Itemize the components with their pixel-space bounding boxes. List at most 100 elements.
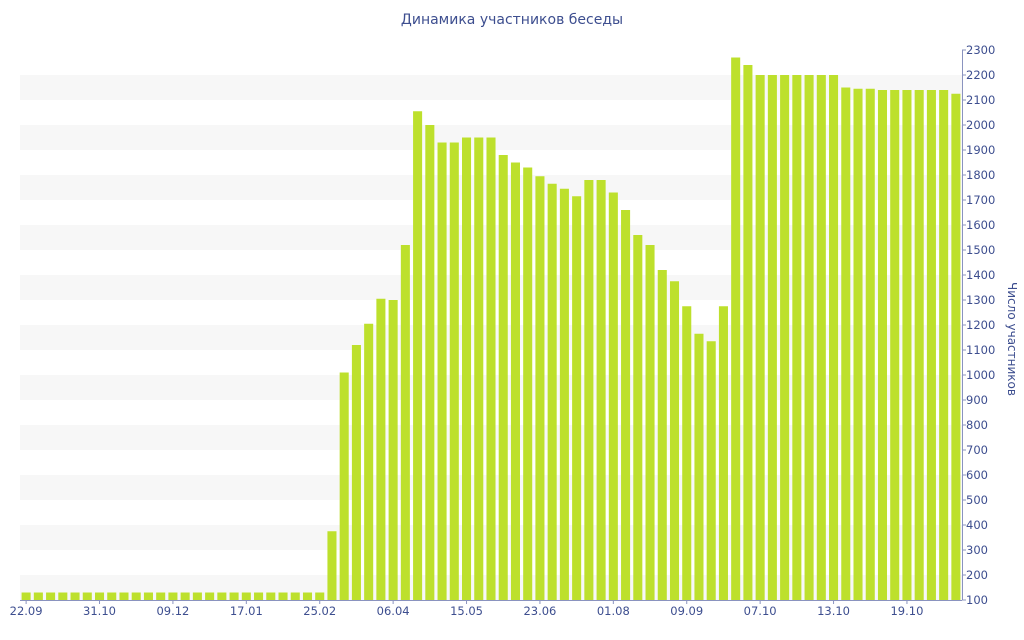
bar: [767, 75, 777, 600]
bar: [315, 592, 325, 600]
bar: [926, 90, 936, 600]
x-tick-label: 22.09: [10, 604, 43, 618]
y-tick-label: 1900: [966, 143, 995, 157]
bar-series: [21, 57, 961, 600]
bar: [107, 592, 117, 600]
x-tick-label: 09.12: [156, 604, 189, 618]
bar: [339, 372, 349, 600]
y-tick-label: 1600: [966, 218, 995, 232]
bar: [951, 93, 961, 600]
y-tick-label: 100: [966, 593, 988, 607]
bar: [633, 235, 643, 600]
bar: [645, 245, 655, 600]
bar: [829, 75, 839, 600]
bar: [474, 137, 484, 600]
y-tick-label: 800: [966, 418, 988, 432]
x-axis-ticks: 22.09 31.10 09.12 17.01 25.02 06.04 15.05 23.06…: [10, 600, 923, 618]
bar: [621, 210, 631, 600]
bar: [82, 592, 92, 600]
bar: [364, 323, 374, 600]
bar: [327, 531, 337, 600]
x-tick-label: 25.02: [303, 604, 336, 618]
y-tick-label: 2000: [966, 118, 995, 132]
bar: [266, 592, 276, 600]
y-tick-label: 2200: [966, 68, 995, 82]
bar: [168, 592, 178, 600]
y-tick-label: 500: [966, 493, 988, 507]
chart-title: Динамика участников беседы: [400, 12, 624, 28]
bar: [816, 75, 826, 600]
y-tick-label: 2300: [966, 43, 995, 57]
bar: [706, 341, 716, 600]
bar: [572, 196, 582, 600]
y-tick-label: 300: [966, 543, 988, 557]
x-tick-label: 23.06: [523, 604, 556, 618]
y-axis-ticks: 100 200 300 400 500 600 700 800 900 1000 1100 1200 1…: [962, 43, 995, 607]
bar: [33, 592, 43, 600]
y-tick-label: 600: [966, 468, 988, 482]
y-tick-label: 1200: [966, 318, 995, 332]
bar: [939, 90, 949, 600]
bar: [841, 87, 851, 600]
bar: [46, 592, 56, 600]
y-tick-label: 2100: [966, 93, 995, 107]
bar: [731, 57, 741, 600]
bar: [21, 592, 31, 600]
x-tick-label: 09.09: [670, 604, 703, 618]
y-tick-label: 1800: [966, 168, 995, 182]
bar: [608, 192, 618, 600]
bar: [462, 137, 472, 600]
bar: [669, 281, 680, 600]
bar: [58, 592, 68, 600]
y-tick-label: 1100: [966, 343, 995, 357]
bar: [241, 592, 251, 600]
bar: [853, 88, 863, 600]
bar: [865, 88, 875, 600]
bar: [290, 592, 300, 600]
bar: [755, 75, 765, 600]
bar: [694, 333, 704, 600]
bar: [743, 65, 753, 600]
bar: [376, 298, 386, 600]
bar: [119, 592, 129, 600]
bar: [205, 592, 215, 600]
bar: [254, 592, 264, 600]
bar: [449, 142, 459, 600]
y-tick-label: 1300: [966, 293, 995, 307]
bar: [792, 75, 802, 600]
bar: [192, 592, 202, 600]
bar: [94, 592, 105, 600]
bar: [388, 300, 398, 600]
x-tick-label: 01.08: [597, 604, 630, 618]
bar: [229, 592, 239, 600]
bar: [510, 162, 520, 600]
x-tick-label: 31.10: [83, 604, 116, 618]
bar: [877, 90, 888, 600]
x-tick-label: 19.10: [890, 604, 923, 618]
x-tick-label: 13.10: [817, 604, 850, 618]
y-tick-label: 1000: [966, 368, 995, 382]
bar: [657, 270, 667, 600]
bar: [413, 111, 423, 600]
y-tick-label: 1500: [966, 243, 995, 257]
x-tick-label: 07.10: [744, 604, 777, 618]
bar: [70, 592, 80, 600]
x-tick-label: 06.04: [377, 604, 410, 618]
x-tick-label: 17.01: [230, 604, 263, 618]
y-tick-label: 900: [966, 393, 988, 407]
bar: [437, 142, 447, 600]
y-tick-label: 1700: [966, 193, 995, 207]
y-tick-label: 700: [966, 443, 988, 457]
bar: [804, 75, 814, 600]
bar: [400, 245, 410, 600]
y-tick-label: 1400: [966, 268, 995, 282]
bar: [890, 90, 900, 600]
bar: [596, 180, 606, 600]
y-axis-label: Число участников: [1005, 282, 1019, 396]
bar: [486, 137, 496, 600]
bar: [523, 167, 533, 600]
bar: [156, 592, 166, 600]
bar: [143, 592, 153, 600]
bar: [351, 345, 361, 600]
